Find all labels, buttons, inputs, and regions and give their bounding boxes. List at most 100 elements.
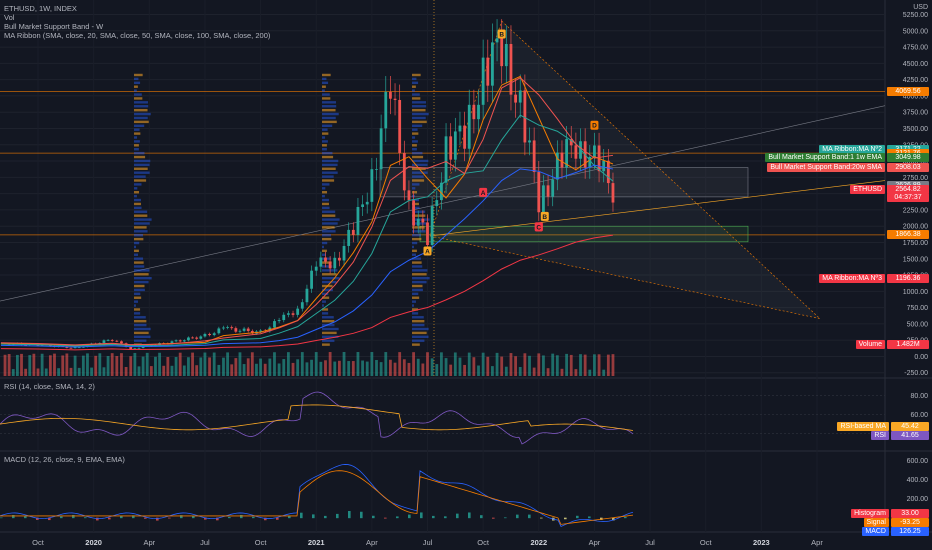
candle (310, 270, 313, 289)
price-tag-value: 1866.38 (887, 230, 929, 240)
candle (491, 42, 494, 86)
y-tick-label: 500.00 (907, 321, 929, 328)
macd-histogram-bar (0, 517, 3, 519)
volume-profile-bar (134, 112, 151, 116)
candle (509, 44, 513, 95)
macd-histogram-bar (108, 517, 111, 520)
volume-profile-bar (412, 284, 423, 288)
macd-tick-label: 400.00 (907, 477, 929, 484)
volume-profile-bar (134, 273, 149, 276)
volume-bar (495, 352, 499, 376)
indicator-tag[interactable]: Signal -93.25 (863, 518, 929, 527)
ma-ribbon-indicator-label[interactable]: MA Ribbon (SMA, close, 20, SMA, close, 5… (4, 31, 271, 40)
pattern-point-marker (540, 211, 549, 221)
price-tag[interactable]: MA Ribbon:MA Nº3 1196.36 (819, 274, 929, 284)
indicator-tag[interactable]: RSI 41.65 (871, 431, 929, 440)
volume-profile-bar (134, 81, 141, 84)
volume-bar (509, 353, 513, 376)
price-tag[interactable]: Bull Market Support Band:1 1w EMA 3049.98 (765, 153, 929, 163)
macd-histogram-bar (492, 517, 495, 519)
candle (370, 169, 374, 202)
volume-bar (606, 354, 610, 376)
y-tick-label: 1000.00 (903, 289, 928, 296)
price-tag-value: 3121.76 (887, 148, 929, 158)
volume-profile-bar (412, 319, 425, 323)
price-tag[interactable]: 4069.56 (887, 86, 929, 96)
volume-profile-bar (134, 132, 141, 135)
candle (565, 139, 569, 168)
volume-bar (389, 359, 392, 376)
indicator-tag[interactable]: MACD 126.25 (862, 527, 929, 536)
volume-bar (537, 353, 541, 376)
macd-histogram-bar (252, 516, 255, 519)
volume-bar (500, 356, 504, 376)
price-tag-label: ETHUSD (850, 184, 885, 194)
rsi-tick-label: 80.00 (910, 393, 928, 400)
volume-profile-bar (322, 339, 335, 342)
volume-profile-bar (412, 105, 427, 108)
price-tag[interactable]: Volume 1.482M (855, 340, 929, 350)
candle (226, 327, 229, 329)
x-tick-label: Oct (700, 538, 713, 547)
volume-profile-bar (134, 194, 137, 198)
volume-profile-bar (322, 296, 330, 299)
volume-profile-bar (134, 331, 149, 335)
volume-bar (238, 352, 242, 376)
volume-bar (458, 357, 462, 376)
macd-line (0, 464, 634, 527)
volume-bar (449, 364, 453, 376)
candle (542, 185, 545, 213)
volume-bar (230, 364, 234, 376)
volume-profile-bar (134, 136, 138, 139)
macd-histogram-bar (540, 517, 543, 519)
volume-profile-bar (322, 280, 337, 284)
volume-profile-bar (134, 167, 148, 170)
volume-bar (212, 352, 216, 376)
macd-histogram-bar (624, 516, 627, 519)
chart-legend: ETHUSD, 1W, INDEX Vol Bull Market Suppor… (4, 4, 270, 40)
volume-bar (528, 355, 531, 376)
price-tag-value: 1.482M (887, 340, 929, 350)
volume-bar (314, 352, 318, 376)
pattern-point-label: B (499, 32, 504, 39)
volume-bar (268, 358, 272, 376)
volume-profile-bar (134, 101, 148, 104)
symbol-title[interactable]: ETHUSD, 1W, INDEX (4, 4, 77, 13)
rsi-legend[interactable]: RSI (14, close, SMA, 14, 2) (4, 382, 95, 391)
macd-histogram-bar (120, 515, 123, 519)
volume-bar (416, 358, 420, 376)
price-tag[interactable]: 04:37:37 (887, 193, 929, 203)
volume-bar (129, 356, 133, 376)
volume-bar (57, 368, 61, 376)
indicator-tag[interactable]: RSI-based MA 45.42 (837, 422, 929, 431)
volume-profile-bar (412, 304, 414, 307)
ma-ribbon-200 (0, 234, 614, 351)
price-tag[interactable]: Bull Market Support Band:20w SMA 2908.03 (767, 162, 929, 172)
candle (110, 340, 114, 341)
volume-profile-bar (134, 323, 147, 327)
volume-bar (208, 357, 211, 376)
price-tag[interactable]: ETHUSD 2564.82 (850, 184, 929, 194)
volume-profile-bar (412, 249, 417, 253)
volume-profile-bar (412, 222, 428, 225)
bmsb-indicator-label[interactable]: Bull Market Support Band - W (4, 22, 104, 31)
volume-bar (310, 359, 313, 376)
candle (129, 346, 133, 350)
indicator-tag[interactable]: Histogram 33.00 (851, 509, 929, 518)
volume-profile-bar (134, 327, 151, 331)
volume-bar (579, 354, 582, 376)
price-tag[interactable]: 1866.38 (887, 230, 929, 240)
vol-indicator-label[interactable]: Vol (4, 13, 15, 22)
candle (560, 152, 564, 168)
volume-profile-bar (322, 187, 326, 190)
macd-legend[interactable]: MACD (12, 26, close, 9, EMA, EMA) (4, 455, 125, 464)
candle (191, 337, 194, 339)
candle (365, 201, 369, 205)
volume-profile-bar (322, 245, 324, 249)
macd-tick-label: 600.00 (907, 458, 929, 465)
trend-line (429, 180, 886, 237)
price-tag[interactable]: 3121.76 (887, 148, 929, 158)
volume-profile-bar (134, 151, 145, 155)
volume-bar (77, 367, 81, 376)
